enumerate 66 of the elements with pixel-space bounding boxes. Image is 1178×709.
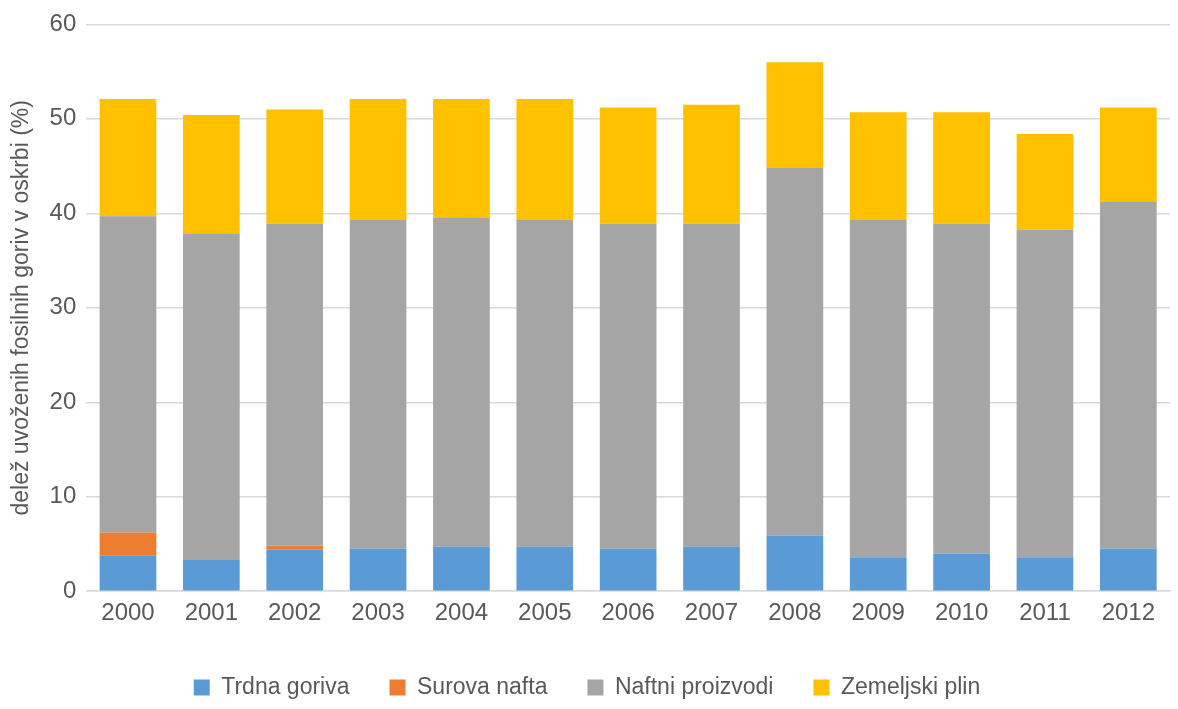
- x-tick-label: 2010: [934, 598, 989, 626]
- bar: [1099, 202, 1157, 549]
- bar: [933, 553, 990, 591]
- bar: [516, 219, 574, 547]
- bar: [849, 219, 907, 558]
- bar: [599, 223, 657, 549]
- y-tick-label: 20: [49, 386, 77, 414]
- legend-label: Naftni proizvodi: [614, 672, 774, 699]
- bar: [683, 546, 740, 591]
- bar: [516, 99, 574, 220]
- bar: [99, 99, 157, 217]
- bar: [683, 223, 740, 547]
- bar: [1099, 107, 1157, 202]
- x-tick-label: 2011: [1019, 598, 1071, 626]
- y-tick-label: 30: [49, 292, 77, 320]
- bar: [1016, 557, 1074, 591]
- bar: [1016, 133, 1074, 230]
- bar: [849, 112, 907, 220]
- bar: [433, 218, 490, 547]
- bar: [766, 62, 824, 168]
- legend-label: Zemeljski plin: [840, 672, 981, 699]
- y-tick-label: 60: [49, 9, 77, 37]
- bar: [849, 557, 907, 591]
- bar: [433, 546, 490, 591]
- bar: [266, 109, 324, 224]
- bar: [683, 104, 740, 224]
- x-tick-label: 2007: [684, 598, 739, 626]
- x-tick-label: 2001: [184, 598, 239, 626]
- x-tick-label: 2008: [768, 598, 822, 626]
- bar: [183, 115, 240, 235]
- y-tick-label: 50: [49, 103, 77, 131]
- bar: [599, 107, 657, 224]
- x-tick-label: 2000: [101, 598, 155, 626]
- bar: [1099, 548, 1157, 591]
- bar: [99, 216, 157, 533]
- bar: [99, 555, 157, 591]
- x-tick-label: 2005: [518, 598, 572, 626]
- bar: [183, 560, 240, 591]
- bar: [183, 234, 240, 561]
- legend-label: Surova nafta: [417, 672, 548, 699]
- legend-label: Trdna goriva: [221, 672, 350, 699]
- y-axis-title: delež uvoženih fosilnih goriv v oskrbi (%): [7, 100, 34, 516]
- bar: [266, 223, 324, 546]
- x-tick-label: 2012: [1101, 598, 1156, 626]
- bar: [349, 99, 407, 220]
- bar: [933, 112, 990, 224]
- bar: [433, 99, 490, 219]
- bar: [516, 546, 574, 591]
- bar: [266, 545, 324, 550]
- x-tick-label: 2006: [601, 598, 655, 626]
- bar: [599, 548, 657, 591]
- x-tick-label: 2004: [434, 598, 489, 626]
- bar: [766, 535, 824, 591]
- bar: [266, 549, 324, 591]
- y-tick-label: 10: [49, 481, 77, 509]
- bar: [766, 167, 824, 536]
- bar: [349, 548, 407, 591]
- x-tick-label: 2002: [268, 598, 322, 626]
- bar: [1016, 229, 1074, 558]
- x-tick-label: 2009: [851, 598, 905, 626]
- x-tick-label: 2003: [351, 598, 405, 626]
- y-tick-label: 40: [49, 197, 77, 225]
- bar: [933, 223, 990, 554]
- bar: [99, 532, 157, 556]
- bar: [349, 219, 407, 549]
- y-tick-label: 0: [62, 575, 77, 603]
